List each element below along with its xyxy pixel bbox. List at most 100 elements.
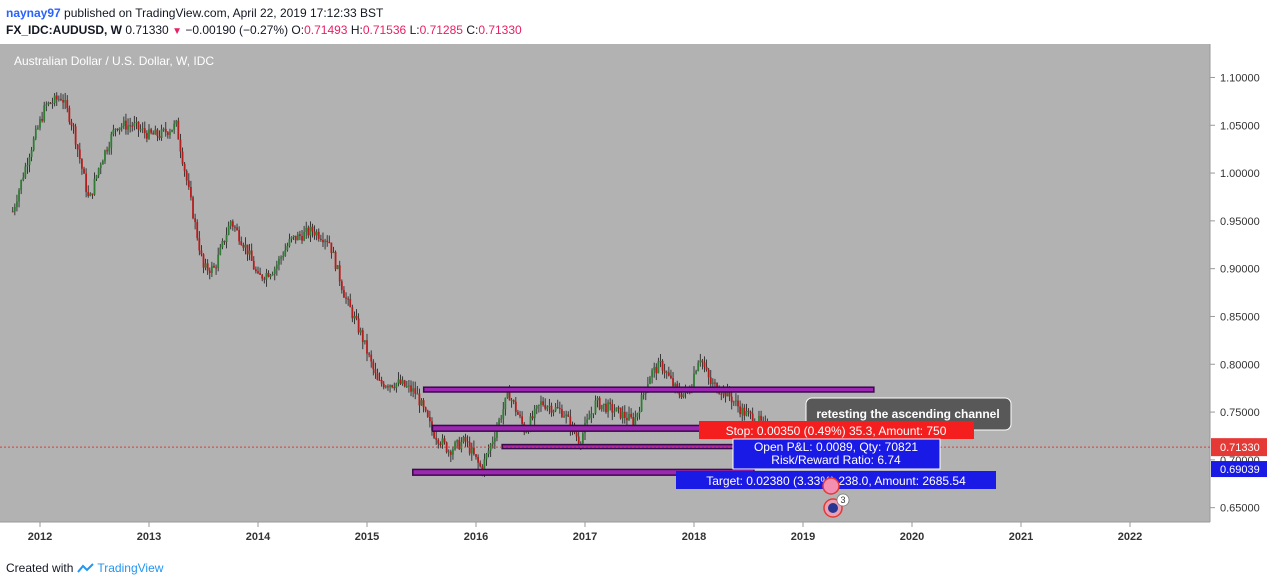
- candle-body: [493, 437, 496, 442]
- candle-body: [433, 430, 435, 438]
- candle-body: [51, 102, 54, 104]
- risk-reward-label: Risk/Reward Ratio: 6.74: [771, 453, 901, 467]
- candle-body: [391, 385, 394, 388]
- candle-body: [181, 151, 184, 164]
- candle-body: [179, 139, 182, 152]
- candle-body: [284, 249, 287, 257]
- candle-body: [269, 274, 272, 277]
- candle-body: [556, 406, 559, 409]
- candle-body: [590, 413, 593, 419]
- price-chart[interactable]: Australian Dollar / U.S. Dollar, W, IDC …: [0, 44, 1268, 550]
- candle-body: [345, 297, 347, 299]
- time-axis[interactable]: [0, 522, 1268, 550]
- candle-body: [368, 353, 370, 355]
- candle-body: [28, 157, 31, 165]
- candle-body: [697, 362, 700, 371]
- candle-body: [53, 95, 56, 103]
- candle-body: [273, 268, 276, 275]
- candle-body: [110, 134, 113, 148]
- candle-body: [408, 385, 410, 387]
- candle-body: [85, 173, 88, 192]
- candle-body: [275, 264, 278, 269]
- candle-body: [596, 397, 599, 401]
- x-tick-label: 2020: [900, 531, 924, 543]
- candle-body: [403, 380, 406, 387]
- candle-body: [397, 379, 400, 384]
- candle-body: [489, 444, 492, 451]
- candle-body: [395, 383, 398, 389]
- au-flag-inner-icon: [828, 503, 838, 513]
- channel-zone[interactable]: [501, 443, 750, 450]
- open-pnl-label: Open P&L: 0.0089, Qty: 70821: [754, 440, 918, 454]
- candle-body: [428, 416, 431, 422]
- candle-body: [326, 240, 329, 242]
- candle-body: [626, 417, 628, 421]
- tradingview-brand: TradingView: [97, 561, 164, 575]
- candle-body: [95, 175, 98, 179]
- candle-body: [410, 385, 412, 392]
- candle-body: [399, 379, 402, 384]
- candle-body: [718, 392, 721, 394]
- close-label: C:: [466, 23, 479, 37]
- callout-text: retesting the ascending channel: [816, 407, 999, 421]
- candle-body: [525, 431, 528, 433]
- down-arrow-icon: ▼: [172, 26, 182, 37]
- candle-body: [49, 102, 52, 104]
- candle-body: [577, 436, 580, 444]
- candle-body: [156, 129, 159, 137]
- candle-body: [602, 403, 605, 405]
- candle-body: [364, 340, 366, 343]
- candle-body: [611, 404, 614, 413]
- candle-body: [743, 407, 746, 416]
- stop-label-box[interactable]: [699, 421, 974, 439]
- candle-body: [514, 401, 517, 413]
- chart-title: Australian Dollar / U.S. Dollar, W, IDC: [14, 54, 214, 68]
- us-flag-icon[interactable]: [822, 477, 840, 495]
- y-tick-label: 0.95000: [1220, 216, 1260, 228]
- candle-body: [97, 168, 100, 176]
- candle-body: [231, 221, 234, 227]
- candle-body: [720, 393, 723, 395]
- candle-body: [225, 234, 228, 243]
- position-info-box[interactable]: [732, 438, 941, 470]
- candle-body: [682, 393, 685, 398]
- candle-body: [619, 407, 622, 419]
- candle-body: [739, 406, 742, 415]
- candle-body: [661, 360, 664, 371]
- current-price-badge: [1211, 438, 1267, 457]
- candle-body: [166, 132, 169, 135]
- candle-body: [479, 462, 482, 467]
- candle-body: [485, 453, 488, 460]
- candle-body: [357, 318, 360, 333]
- candle-body: [500, 418, 503, 420]
- high-value: 0.71536: [362, 23, 407, 37]
- candle-body: [263, 278, 266, 280]
- candle-body: [221, 240, 224, 248]
- candle-body: [215, 267, 217, 269]
- candle-body: [11, 211, 14, 213]
- candle-body: [135, 121, 138, 123]
- candle-body: [133, 122, 136, 127]
- candle-body: [282, 256, 285, 258]
- candle-body: [355, 315, 358, 319]
- candle-body: [521, 416, 524, 424]
- channel-zone[interactable]: [422, 386, 875, 393]
- y-tick-label: 0.75000: [1220, 407, 1260, 419]
- candle-body: [217, 254, 220, 268]
- candle-body: [83, 168, 85, 174]
- candle-body: [561, 409, 563, 417]
- candle-body: [667, 372, 670, 376]
- candle-body: [259, 273, 261, 275]
- candle-body: [456, 439, 459, 443]
- author-link[interactable]: naynay97: [6, 6, 61, 20]
- candle-body: [309, 226, 312, 236]
- candle-body: [405, 385, 408, 387]
- candle-body: [139, 129, 142, 131]
- candle-body: [724, 389, 727, 397]
- candle-body: [229, 221, 232, 226]
- candle-body: [34, 128, 37, 139]
- candle-body: [665, 372, 668, 374]
- tradingview-logo[interactable]: TradingView: [77, 561, 163, 575]
- candle-body: [709, 377, 712, 384]
- candle-body: [439, 443, 442, 445]
